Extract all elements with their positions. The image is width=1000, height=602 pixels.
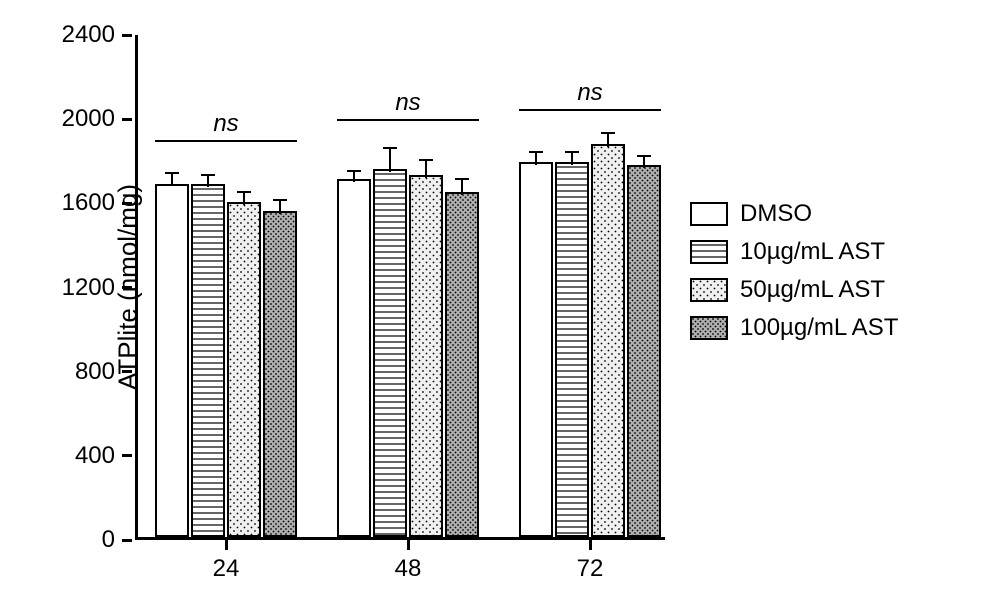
bar: [227, 202, 261, 537]
y-tick-label: 2400: [62, 21, 115, 49]
legend-swatch: [690, 278, 728, 302]
error-bar: [389, 147, 391, 172]
error-cap: [383, 147, 397, 149]
bar: [591, 144, 625, 537]
y-tick-label: 1200: [62, 274, 115, 302]
bar: [373, 169, 407, 537]
legend-label: 100µg/mL AST: [740, 314, 898, 342]
error-cap: [455, 178, 469, 180]
x-tick: [589, 540, 592, 550]
significance-label: ns: [213, 110, 238, 138]
legend: DMSO 10µg/mL AST 50µg/mL AST 100µg/mL AST: [690, 200, 898, 352]
x-tick-label: 48: [395, 555, 422, 583]
bar: [337, 179, 371, 537]
bar: [627, 165, 661, 537]
y-tick: [122, 34, 132, 37]
legend-label: 50µg/mL AST: [740, 276, 885, 304]
error-cap: [165, 172, 179, 174]
error-cap: [419, 159, 433, 161]
legend-item: 100µg/mL AST: [690, 314, 898, 342]
significance-line: [519, 109, 661, 111]
significance-label: ns: [577, 79, 602, 107]
y-tick: [122, 370, 132, 373]
legend-swatch: [690, 202, 728, 226]
error-bar: [607, 132, 609, 147]
error-cap: [637, 155, 651, 157]
y-tick-label: 0: [102, 526, 115, 554]
x-tick-label: 72: [577, 555, 604, 583]
error-cap: [273, 199, 287, 201]
error-bar: [425, 159, 427, 178]
y-tick-label: 800: [75, 358, 115, 386]
y-tick-label: 2000: [62, 105, 115, 133]
error-bar: [461, 178, 463, 195]
x-tick-label: 24: [213, 555, 240, 583]
x-tick: [407, 540, 410, 550]
error-cap: [565, 151, 579, 153]
legend-label: 10µg/mL AST: [740, 238, 885, 266]
error-bar: [535, 151, 537, 166]
bar: [263, 211, 297, 537]
error-bar: [171, 172, 173, 187]
bar: [191, 184, 225, 538]
legend-swatch: [690, 316, 728, 340]
legend-swatch: [690, 240, 728, 264]
bar: [555, 162, 589, 537]
x-tick: [225, 540, 228, 550]
error-bar: [243, 191, 245, 206]
bar: [445, 192, 479, 537]
significance-line: [155, 140, 297, 142]
bar: [409, 175, 443, 537]
error-cap: [347, 170, 361, 172]
y-tick-label: 1600: [62, 189, 115, 217]
chart-container: ATPlite (nmol/mg) 0400800120016002000240…: [0, 0, 1000, 602]
y-tick: [122, 286, 132, 289]
significance-label: ns: [395, 89, 420, 117]
error-cap: [201, 174, 215, 176]
error-bar: [571, 151, 573, 166]
error-cap: [237, 191, 251, 193]
plot-area: 0400800120016002000240024ns48ns72ns: [135, 35, 665, 540]
y-tick: [122, 539, 132, 542]
y-tick-label: 400: [75, 442, 115, 470]
legend-label: DMSO: [740, 200, 812, 228]
bar: [519, 162, 553, 537]
legend-item: 50µg/mL AST: [690, 276, 898, 304]
y-tick: [122, 118, 132, 121]
bar: [155, 184, 189, 538]
error-cap: [601, 132, 615, 134]
y-tick: [122, 202, 132, 205]
significance-line: [337, 119, 479, 121]
error-cap: [529, 151, 543, 153]
legend-item: DMSO: [690, 200, 898, 228]
error-bar: [279, 199, 281, 214]
y-tick: [122, 454, 132, 457]
legend-item: 10µg/mL AST: [690, 238, 898, 266]
